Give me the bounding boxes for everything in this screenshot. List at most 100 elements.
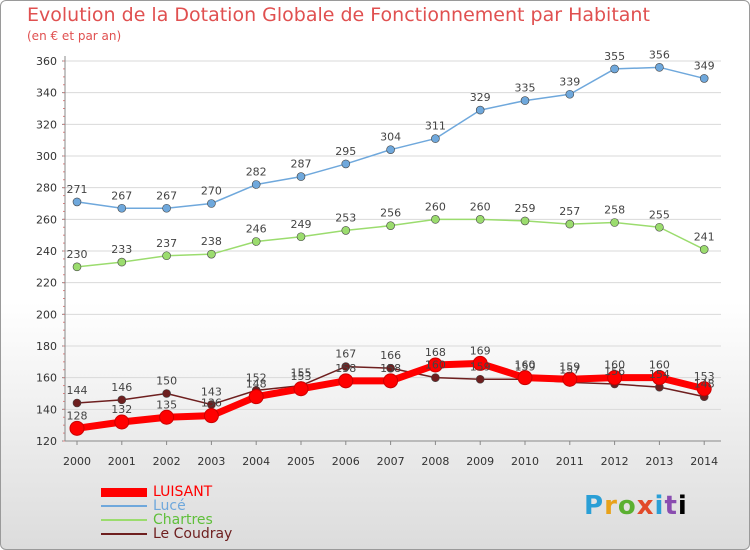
data-label: 166 xyxy=(380,349,401,362)
data-label: 160 xyxy=(604,359,625,372)
legend-swatch xyxy=(101,519,147,521)
data-label: 255 xyxy=(649,208,670,221)
y-tick-label: 180 xyxy=(36,340,57,353)
data-point xyxy=(207,249,216,259)
data-label: 128 xyxy=(67,409,88,422)
data-point xyxy=(341,226,351,235)
data-label: 267 xyxy=(156,189,177,202)
legend-swatch xyxy=(101,505,147,507)
data-point xyxy=(341,159,351,169)
legend-label: Lucé xyxy=(153,498,186,514)
data-label: 159 xyxy=(559,360,580,373)
x-tick-label: 2000 xyxy=(63,455,91,468)
legend-swatch xyxy=(101,487,147,497)
data-point xyxy=(69,420,85,436)
data-point xyxy=(699,74,709,83)
data-point xyxy=(386,145,395,154)
data-label: 237 xyxy=(156,237,177,250)
data-point xyxy=(431,215,440,224)
data-label: 156 xyxy=(604,365,625,378)
data-label: 287 xyxy=(291,158,312,171)
y-tick-label: 280 xyxy=(36,182,57,195)
data-label: 148 xyxy=(246,378,267,391)
data-point xyxy=(341,362,351,371)
x-tick-label: 2007 xyxy=(377,455,405,468)
x-tick-label: 2012 xyxy=(601,455,629,468)
data-point xyxy=(162,203,171,213)
y-tick-label: 160 xyxy=(36,372,57,385)
data-point xyxy=(293,381,309,397)
data-point xyxy=(517,370,533,386)
data-label: 282 xyxy=(246,166,267,179)
data-label: 144 xyxy=(67,384,88,397)
data-label: 271 xyxy=(67,183,88,196)
data-point xyxy=(72,262,82,272)
y-tick-label: 200 xyxy=(36,308,57,321)
legend-item: Le Coudray xyxy=(101,527,232,541)
legend-label: Chartres xyxy=(153,512,213,528)
data-point xyxy=(117,257,127,267)
data-label: 249 xyxy=(291,218,312,231)
x-tick-label: 2014 xyxy=(690,455,718,468)
y-tick-label: 120 xyxy=(36,435,57,448)
data-label: 155 xyxy=(291,367,312,380)
data-label: 329 xyxy=(470,91,491,104)
x-tick-label: 2009 xyxy=(466,455,494,468)
data-point xyxy=(72,197,82,207)
data-label: 169 xyxy=(470,344,491,357)
data-point xyxy=(475,105,485,115)
data-label: 257 xyxy=(559,205,580,218)
chart-subtitle: (en € et par an) xyxy=(27,29,122,43)
legend-item: Chartres xyxy=(101,513,232,527)
logo-letter: P xyxy=(584,491,605,521)
data-label: 267 xyxy=(111,189,132,202)
data-label: 150 xyxy=(156,375,177,388)
data-label: 159 xyxy=(515,360,536,373)
data-label: 158 xyxy=(335,362,356,375)
data-label: 259 xyxy=(515,202,536,215)
data-point xyxy=(607,370,623,386)
data-label: 152 xyxy=(246,371,267,384)
data-point xyxy=(475,215,485,224)
data-label: 258 xyxy=(604,204,625,217)
data-point xyxy=(472,355,488,371)
data-label: 260 xyxy=(425,200,446,213)
y-tick-label: 300 xyxy=(36,150,57,163)
data-label: 311 xyxy=(425,120,446,133)
logo-letter: o xyxy=(617,491,637,521)
data-label: 160 xyxy=(515,359,536,372)
data-label: 349 xyxy=(694,59,715,72)
x-tick-label: 2011 xyxy=(556,455,584,468)
data-label: 304 xyxy=(380,131,401,144)
data-point xyxy=(610,218,619,227)
data-point xyxy=(162,251,171,261)
legend: LUISANT Lucé Chartres Le Coudray xyxy=(101,485,232,541)
x-tick-label: 2013 xyxy=(645,455,673,468)
x-tick-label: 2004 xyxy=(242,455,270,468)
data-label: 153 xyxy=(291,370,312,383)
data-point xyxy=(207,199,216,208)
data-point xyxy=(386,221,395,230)
data-label: 132 xyxy=(111,403,132,416)
data-point xyxy=(427,357,443,373)
legend-item: Lucé xyxy=(101,499,232,513)
legend-swatch xyxy=(101,533,147,535)
data-point xyxy=(520,216,530,226)
data-point xyxy=(655,222,664,232)
data-label: 143 xyxy=(201,386,222,399)
logo-letter: x xyxy=(636,491,655,521)
data-point xyxy=(699,245,709,254)
data-label: 355 xyxy=(604,50,625,63)
data-label: 260 xyxy=(470,200,491,213)
x-tick-label: 2006 xyxy=(332,455,360,468)
x-tick-label: 2003 xyxy=(197,455,225,468)
data-label: 270 xyxy=(201,185,222,198)
data-label: 256 xyxy=(380,207,401,220)
data-label: 339 xyxy=(559,75,580,88)
data-label: 230 xyxy=(67,248,88,261)
y-tick-label: 360 xyxy=(36,55,57,68)
data-point xyxy=(475,374,485,384)
data-label: 335 xyxy=(515,82,536,95)
y-tick-label: 260 xyxy=(36,213,57,226)
